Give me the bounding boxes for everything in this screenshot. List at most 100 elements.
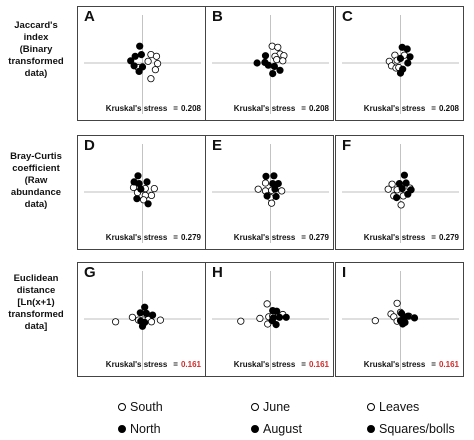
stress-prefix: Kruskal's stress [363,233,426,242]
filled-point [263,192,271,200]
stress-prefix: Kruskal's stress [363,360,426,369]
filled-point [272,320,280,329]
filled-point [141,303,149,311]
stress-label: Kruskal's stress = 0.161 [106,360,201,369]
legend-item-north: North [118,422,161,436]
filled-point [253,59,261,67]
stress-label: Kruskal's stress = 0.279 [364,233,459,242]
stress-equals: = [431,360,436,369]
panel-letter: I [342,264,347,281]
filled-point [127,57,135,65]
legend-label-leaves: Leaves [379,400,420,414]
filled-point [406,53,414,61]
scatter-plot [212,15,329,114]
filled-point [404,312,412,320]
scatter-plot [212,271,329,370]
filled-circle-icon [251,425,259,433]
stress-prefix: Kruskal's stress [105,360,168,369]
open-point [144,57,152,65]
open-point [111,318,120,326]
filled-point [396,54,405,63]
filled-circle-icon [118,425,126,433]
open-point [267,199,276,207]
open-point [139,196,148,204]
panel-letter: E [212,137,223,154]
filled-point [392,193,401,202]
filled-point [136,42,144,50]
open-point [278,187,286,195]
filled-point [270,62,279,71]
scatter-plot [342,271,459,370]
legend-label-august: August [263,422,302,436]
filled-point [143,178,151,186]
stress-equals: = [301,360,306,369]
filled-point [399,320,407,328]
filled-point [134,172,142,180]
filled-point [137,50,146,59]
stress-value: 0.161 [180,360,201,369]
stress-prefix: Kruskal's stress [233,233,296,242]
open-point [273,55,281,64]
stress-equals: = [301,104,306,113]
open-point [261,179,270,187]
open-point [128,313,137,321]
panel-g: G Kruskal's stress = 0.161 [77,262,206,377]
open-point [388,180,396,188]
row-label-euclidean: Euclidean distance [Ln(x+1) transformed … [8,273,64,332]
stress-label: Kruskal's stress = 0.161 [364,360,459,369]
stress-value: 0.208 [180,104,201,113]
stress-equals: = [173,360,178,369]
filled-point [402,179,410,187]
stress-prefix: Kruskal's stress [363,104,426,113]
filled-point [271,185,279,193]
filled-point [274,179,282,188]
legend-label-squares-bolls: Squares/bolls [379,422,455,436]
filled-point [136,309,144,317]
filled-point [130,62,138,70]
open-point [384,185,392,193]
filled-point [135,67,143,76]
open-point [152,52,161,60]
filled-point [149,311,157,319]
filled-point [410,314,419,322]
stress-equals: = [431,233,436,242]
filled-point [276,66,284,74]
panel-e: E Kruskal's stress = 0.279 [205,135,334,250]
stress-equals: = [173,104,178,113]
panel-letter: A [84,8,95,25]
filled-point [273,307,281,315]
legend-item-squares-bolls: Squares/bolls [367,422,455,436]
open-circle-icon [118,403,126,411]
open-point [147,191,156,200]
scatter-plot [342,15,459,114]
legend-label-north: North [130,422,161,436]
panel-b: B Kruskal's stress = 0.208 [205,6,334,121]
filled-circle-icon [367,425,375,433]
filled-point [404,190,412,198]
filled-point [398,184,406,193]
panel-i: I Kruskal's stress = 0.161 [335,262,464,377]
filled-point [275,313,284,321]
panel-letter: F [342,137,352,154]
scatter-plot [342,144,459,243]
panel-letter: G [84,264,96,281]
stress-prefix: Kruskal's stress [233,104,296,113]
filled-point [131,52,139,60]
legend-item-june: June [251,400,290,414]
scatter-plot [212,144,329,243]
filled-point [396,69,405,77]
open-circle-icon [367,403,375,411]
filled-point [264,61,272,69]
stress-value: 0.208 [438,104,459,113]
open-point [274,43,282,51]
open-point [150,184,158,193]
open-point [154,59,162,68]
open-point [279,57,287,65]
filled-point [137,185,145,193]
panel-letter: D [84,137,95,154]
stress-equals: = [301,233,306,242]
filled-point [403,45,411,53]
panel-c: C Kruskal's stress = 0.208 [335,6,464,121]
scatter-plot [84,271,201,370]
panel-a: A Kruskal's stress = 0.208 [77,6,206,121]
